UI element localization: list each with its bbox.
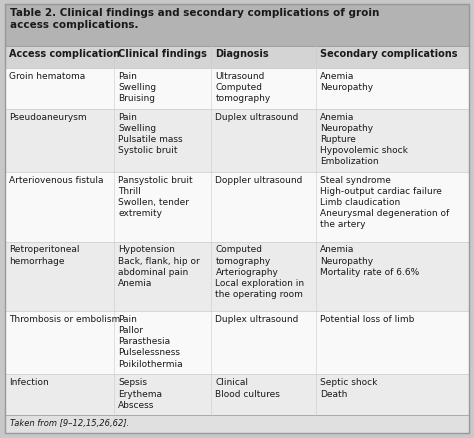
Text: Pain
Swelling
Pulsatile mass
Systolic bruit: Pain Swelling Pulsatile mass Systolic br…	[118, 112, 182, 155]
Text: Taken from [9–12,15,26,62].: Taken from [9–12,15,26,62].	[10, 418, 129, 427]
Text: Septic shock
Death: Septic shock Death	[320, 378, 377, 398]
Bar	[5, 242, 469, 311]
Text: Doppler ultrasound: Doppler ultrasound	[216, 176, 303, 184]
Text: Thrombosis or embolism: Thrombosis or embolism	[9, 314, 120, 323]
Text: Clinical
Blood cultures: Clinical Blood cultures	[216, 378, 280, 398]
Text: Anemia
Neuropathy
Rupture
Hypovolemic shock
Embolization: Anemia Neuropathy Rupture Hypovolemic sh…	[320, 112, 408, 166]
Text: Anemia
Neuropathy
Mortality rate of 6.6%: Anemia Neuropathy Mortality rate of 6.6%	[320, 245, 419, 276]
Bar	[5, 5, 469, 47]
Text: Ultrasound
Computed
tomography: Ultrasound Computed tomography	[216, 72, 271, 103]
Text: Clinical findings: Clinical findings	[118, 49, 207, 59]
Text: Anemia
Neuropathy: Anemia Neuropathy	[320, 72, 373, 92]
Text: Sepsis
Erythema
Abscess: Sepsis Erythema Abscess	[118, 378, 162, 409]
Text: Pansystolic bruit
Thrill
Swollen, tender
extremity: Pansystolic bruit Thrill Swollen, tender…	[118, 176, 192, 218]
Text: Steal syndrome
High-output cardiac failure
Limb claudication
Aneurysmal degenera: Steal syndrome High-output cardiac failu…	[320, 176, 449, 229]
Text: Arteriovenous fistula: Arteriovenous fistula	[9, 176, 103, 184]
Bar	[5, 173, 469, 242]
Text: Groin hematoma: Groin hematoma	[9, 72, 85, 81]
Text: Pain
Swelling
Bruising: Pain Swelling Bruising	[118, 72, 156, 103]
Bar	[5, 109, 469, 173]
Text: Potential loss of limb: Potential loss of limb	[320, 314, 414, 323]
Bar	[5, 415, 469, 433]
Text: Hypotension
Back, flank, hip or
abdominal pain
Anemia: Hypotension Back, flank, hip or abdomina…	[118, 245, 200, 287]
Text: Diagnosis: Diagnosis	[216, 49, 269, 59]
Text: Duplex ultrasound: Duplex ultrasound	[216, 112, 299, 121]
Text: Retroperitoneal
hemorrhage: Retroperitoneal hemorrhage	[9, 245, 80, 265]
Text: Secondary complications: Secondary complications	[320, 49, 457, 59]
Bar	[5, 69, 469, 109]
Bar	[5, 47, 469, 69]
Bar	[5, 374, 469, 415]
Text: Table 2. Clinical findings and secondary complications of groin
access complicat: Table 2. Clinical findings and secondary…	[10, 8, 379, 30]
Text: Pseudoaneurysm: Pseudoaneurysm	[9, 112, 87, 121]
Text: Access complication: Access complication	[9, 49, 120, 59]
Text: Computed
tomography
Arteriography
Local exploration in
the operating room: Computed tomography Arteriography Local …	[216, 245, 305, 298]
Text: Pain
Pallor
Parasthesia
Pulselessness
Poikilothermia: Pain Pallor Parasthesia Pulselessness Po…	[118, 314, 182, 368]
Text: Infection: Infection	[9, 378, 49, 387]
Text: Duplex ultrasound: Duplex ultrasound	[216, 314, 299, 323]
Bar	[5, 311, 469, 374]
